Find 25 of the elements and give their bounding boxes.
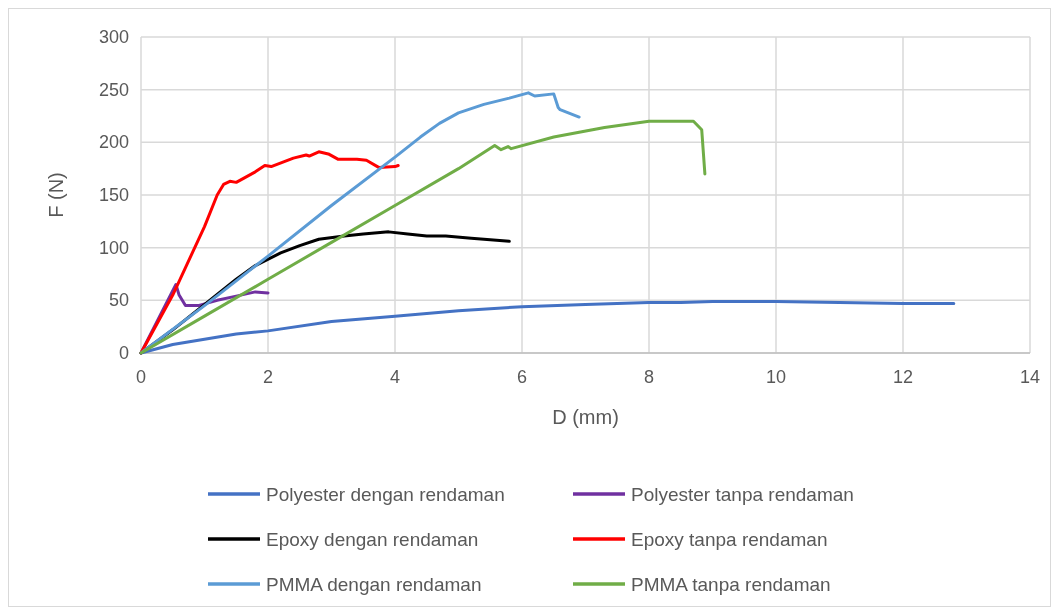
- y-tick-label: 150: [98, 185, 129, 205]
- legend-label: Polyester tanpa rendaman: [631, 484, 854, 505]
- line-series: [139, 91, 581, 355]
- x-tick-label: 10: [765, 367, 787, 387]
- y-axis-title: F (N): [45, 172, 67, 218]
- x-tick-label: 14: [1019, 367, 1041, 387]
- legend-label: Polyester dengan rendaman: [266, 484, 505, 505]
- x-tick-label: 6: [516, 367, 528, 387]
- x-axis-title: D (mm): [552, 406, 619, 428]
- y-tick-label: 300: [98, 27, 129, 47]
- y-tick-label: 100: [98, 237, 129, 258]
- legend-label: Epoxy dengan rendaman: [266, 529, 479, 550]
- x-tick-label: 4: [389, 367, 401, 387]
- legend-label: PMMA dengan rendaman: [266, 574, 482, 595]
- y-tick-label: 0: [118, 343, 129, 363]
- x-tick-label: 2: [262, 367, 274, 387]
- x-tick-label: 8: [643, 367, 655, 387]
- legend-label: PMMA tanpa rendaman: [631, 574, 831, 595]
- line-series: [139, 119, 707, 355]
- y-tick-label: 50: [108, 290, 129, 311]
- x-tick-label: 12: [892, 367, 914, 387]
- legend-label: Epoxy tanpa rendaman: [631, 529, 828, 550]
- y-tick-label: 200: [98, 132, 129, 153]
- x-tick-label: 0: [135, 367, 147, 387]
- y-tick-label: 250: [98, 79, 129, 100]
